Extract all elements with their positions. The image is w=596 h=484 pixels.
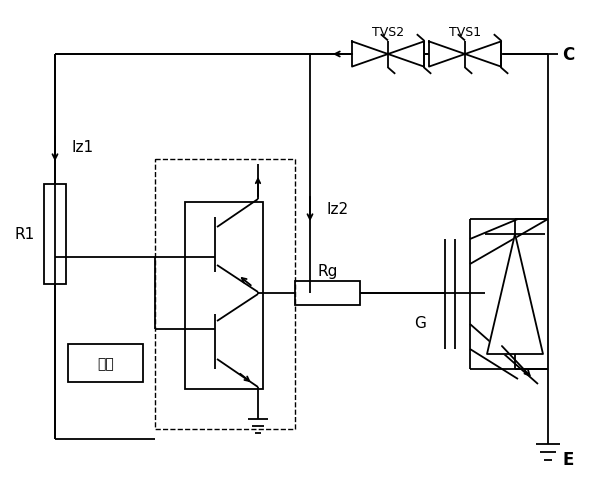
Text: Rg: Rg	[317, 264, 338, 279]
Bar	[185, 203, 263, 389]
Polygon shape	[388, 42, 424, 67]
Polygon shape	[487, 235, 543, 354]
Bar	[295, 281, 360, 305]
Text: E: E	[562, 450, 574, 468]
Text: Iz2: Iz2	[327, 202, 349, 217]
Polygon shape	[465, 42, 501, 67]
Text: TVS1: TVS1	[449, 27, 481, 39]
Polygon shape	[352, 42, 388, 67]
Text: TVS2: TVS2	[372, 27, 404, 39]
Text: R1: R1	[15, 227, 35, 242]
Polygon shape	[429, 42, 465, 67]
Bar	[68, 344, 143, 382]
Bar	[44, 184, 66, 285]
Text: Iz1: Iz1	[72, 140, 94, 155]
Text: G: G	[414, 316, 426, 331]
Text: C: C	[562, 46, 574, 64]
Bar	[155, 160, 295, 429]
Text: 推挽: 推挽	[97, 356, 114, 370]
